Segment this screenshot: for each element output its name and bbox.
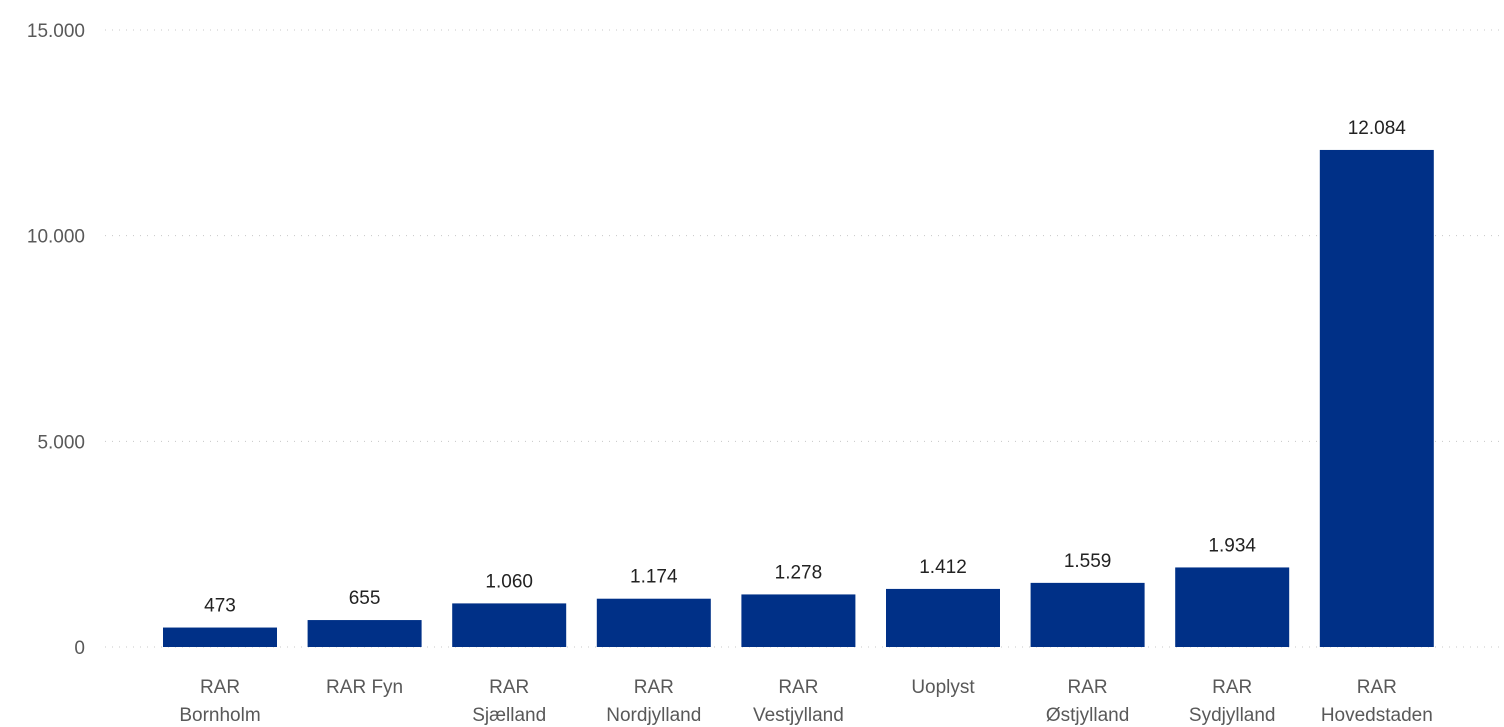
bar [596,598,711,647]
bars [163,149,1434,647]
x-category-label: Sydjylland [1189,705,1276,726]
data-labels: 473 655 1.060 1.174 1.278 1.412 1.559 1.934 12.0… [204,118,1406,617]
y-tick-label: 10.000 [27,227,85,248]
x-category-label: RAR [1357,677,1397,698]
x-category-label: RAR [1068,677,1108,698]
y-tick-label: 15.000 [27,21,85,42]
data-label: 1.174 [630,567,678,588]
data-label: 1.559 [1064,551,1112,572]
x-category-label: RAR [634,677,674,698]
bar [452,603,567,647]
data-label: 1.412 [919,557,967,578]
x-category-label: Nordjylland [606,705,701,726]
x-category-label: RAR Fyn [326,677,403,698]
x-category-label: RAR [1212,677,1252,698]
data-label: 1.934 [1208,535,1256,556]
bar [886,588,1000,647]
data-label: 12.084 [1348,118,1407,139]
data-label: 1.060 [485,571,533,592]
x-category-label: Østjylland [1046,705,1129,726]
bar [741,594,856,647]
data-label: 655 [349,588,381,609]
y-tick-label: 0 [74,638,85,659]
x-category-label: Vestjylland [753,705,844,726]
x-category-label: Hovedstaden [1321,705,1433,726]
y-gridlines [105,29,1500,648]
y-axis-tick-labels: 0 5.000 10.000 15.000 [27,21,85,659]
bar [1175,567,1290,647]
data-label: 473 [204,596,236,617]
bar [1319,149,1434,647]
y-tick-label: 5.000 [37,432,85,453]
x-axis-category-labels: RAR Bornholm RAR Fyn RAR Sjælland RAR Nordjyll… [179,677,1432,726]
x-category-label: RAR [489,677,529,698]
bar [1030,582,1145,647]
data-label: 1.278 [775,562,823,583]
bar [307,620,422,647]
x-category-label: RAR [778,677,818,698]
bar [163,627,277,647]
x-category-label: Bornholm [179,705,260,726]
x-category-label: Uoplyst [911,677,975,698]
x-category-label: RAR [200,677,240,698]
x-category-label: Sjælland [472,705,546,726]
